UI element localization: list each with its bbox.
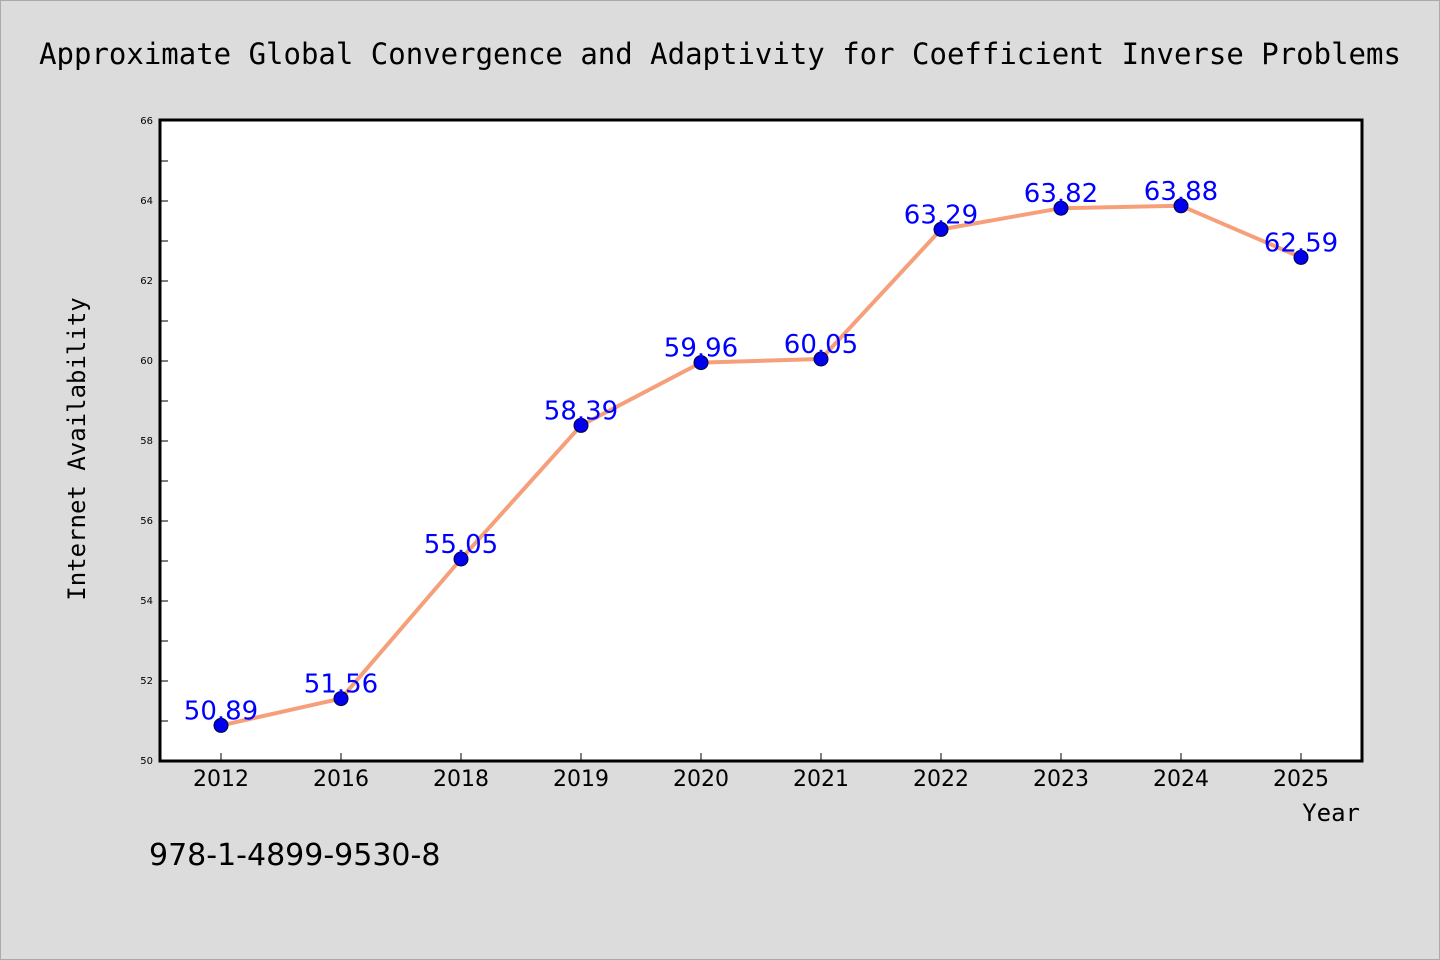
y-tick-label: 66 xyxy=(140,116,153,127)
isbn-text: 978-1-4899-9530-8 xyxy=(149,838,440,873)
x-tick-label: 2012 xyxy=(193,767,249,792)
data-label: 63.82 xyxy=(1024,179,1098,209)
data-label: 63.29 xyxy=(904,200,978,230)
data-point xyxy=(573,417,589,433)
x-tick-label: 2019 xyxy=(553,767,609,792)
data-point xyxy=(333,691,349,707)
y-axis: 50 52 54 56 58 60 62 64 66 xyxy=(140,116,168,767)
x-tick-label: 2018 xyxy=(433,767,489,792)
y-tick-label: 62 xyxy=(140,276,153,287)
y-axis-label: Internet Availability xyxy=(63,297,91,600)
data-point xyxy=(453,551,469,567)
x-tick-label: 2021 xyxy=(793,767,849,792)
x-tick-label: 2024 xyxy=(1153,767,1209,792)
data-point xyxy=(1293,249,1309,265)
x-tick-label: 2022 xyxy=(913,767,969,792)
x-axis-label: Year xyxy=(1302,799,1360,827)
chart-title: Approximate Global Convergence and Adapt… xyxy=(39,37,1401,71)
data-point xyxy=(213,717,229,733)
y-tick-label: 54 xyxy=(140,596,153,607)
x-tick-label: 2023 xyxy=(1033,767,1089,792)
data-labels: 50.89 51.56 55.05 58.39 59.96 60.05 63.29 63.82… xyxy=(184,177,1338,727)
y-tick-label: 56 xyxy=(140,516,153,527)
plot-area xyxy=(158,118,1364,763)
x-tick-label: 2016 xyxy=(313,767,369,792)
x-axis: 2012 2016 2018 2019 2020 2021 2022 2023 2024 2025 xyxy=(193,753,1329,792)
x-tick-label: 2020 xyxy=(673,767,729,792)
y-tick-label: 52 xyxy=(140,676,153,687)
data-label: 58.39 xyxy=(544,396,618,426)
data-point xyxy=(1173,198,1189,214)
data-label: 59.96 xyxy=(664,334,738,364)
data-points xyxy=(213,198,1309,733)
data-label: 60.05 xyxy=(784,330,858,360)
data-point xyxy=(1053,200,1069,216)
data-point xyxy=(693,355,709,371)
y-tick-label: 50 xyxy=(140,756,153,767)
series-polyline xyxy=(219,203,1303,728)
data-point xyxy=(933,221,949,237)
y-tick-label: 58 xyxy=(140,436,153,447)
data-label: 63.88 xyxy=(1144,177,1218,207)
data-point xyxy=(813,351,829,367)
data-label: 62.59 xyxy=(1264,228,1338,258)
data-label: 50.89 xyxy=(184,696,258,726)
x-tick-label: 2025 xyxy=(1273,767,1329,792)
data-label: 55.05 xyxy=(424,530,498,560)
y-tick-label: 60 xyxy=(140,356,153,367)
data-label: 51.56 xyxy=(304,670,378,700)
series-line xyxy=(219,203,1303,728)
y-tick-label: 64 xyxy=(140,196,153,207)
